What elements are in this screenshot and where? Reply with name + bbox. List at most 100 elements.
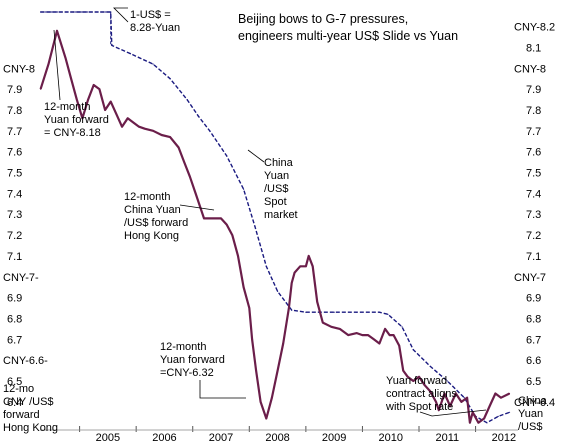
series-point-spot — [412, 349, 414, 351]
annotation-leader — [53, 29, 61, 101]
series-point-forward — [407, 376, 409, 378]
series-point-forward — [455, 392, 457, 395]
series-point-spot — [486, 422, 488, 424]
series-point-forward — [282, 342, 284, 345]
series-point-forward — [93, 84, 95, 86]
series-line-forward — [39, 29, 510, 424]
series-point-forward — [98, 88, 100, 90]
series-point-forward — [299, 265, 301, 267]
series-point-forward — [81, 117, 83, 119]
annotation-line: Hong Kong — [124, 230, 179, 242]
right-y-tick-label: 7.8 — [526, 105, 541, 117]
series-point-spot — [356, 311, 358, 313]
series-point-forward — [443, 392, 446, 395]
series-point-forward — [251, 338, 253, 340]
series-point-spot — [387, 313, 389, 315]
series-point-forward — [271, 397, 273, 399]
left-y-tick-label: 7.5 — [7, 168, 22, 180]
series-point-forward — [138, 126, 140, 128]
series-point-forward — [378, 342, 380, 345]
series-point-forward — [195, 192, 197, 194]
series-point-forward — [203, 217, 205, 219]
right-y-special-label: CNY-8.2 — [514, 22, 555, 34]
right-y-tick-label: 7.9 — [526, 84, 541, 96]
right-y-tick-label: 6.9 — [526, 293, 541, 305]
right-y-tick-label: 6.6 — [526, 355, 541, 367]
annotation-leader — [113, 7, 129, 23]
x-tick-label: 2009 — [322, 432, 346, 444]
annotation-line: market — [264, 209, 298, 221]
series-layer — [39, 11, 511, 424]
left-y-tick-label: 7.6 — [7, 147, 22, 159]
left-y-tick-label: 6.8 — [7, 313, 22, 325]
series-point-forward — [424, 384, 426, 386]
left-y-tick-label: 7.1 — [7, 251, 22, 263]
series-point-forward — [367, 334, 369, 336]
x-tick-label: 2006 — [152, 432, 176, 444]
series-point-forward — [398, 345, 400, 347]
series-point-forward — [144, 128, 146, 130]
annotation-line: /US$ — [518, 421, 542, 433]
x-tick-label: 2007 — [209, 432, 233, 444]
right-y-tick-label: 7.7 — [526, 126, 541, 138]
left-y-special-label: CNY-6.6- — [3, 355, 48, 367]
left-y-tick-label: 6.7 — [7, 334, 22, 346]
left-y-tick-label: 6.4 — [7, 397, 22, 409]
annotation-line: contract aligns — [386, 388, 457, 400]
annotation-line: China — [264, 157, 294, 169]
x-tick-label: 2008 — [265, 432, 289, 444]
series-point-forward — [449, 405, 451, 407]
annotation-line: Yuan forward — [160, 354, 225, 366]
series-point-spot — [446, 380, 448, 382]
series-point-forward — [220, 217, 222, 219]
series-point-forward — [76, 99, 78, 101]
series-point-forward — [494, 392, 496, 395]
x-tick-label: 2011 — [435, 432, 459, 444]
series-point-forward — [472, 411, 474, 413]
series-point-forward — [288, 307, 290, 309]
chart-title: Beijing bows to G-7 pressures, engineers… — [238, 12, 458, 43]
series-point-spot — [152, 63, 154, 65]
annotation-line: /US$ forward — [124, 217, 188, 229]
annotation-line: 8.28-Yuan — [130, 22, 180, 34]
chart-title-line-1: Beijing bows to G-7 pressures, — [238, 12, 408, 26]
left-y-tick-label: 7.9 — [7, 84, 22, 96]
series-point-forward — [294, 272, 296, 274]
series-point-spot — [508, 411, 511, 413]
series-point-forward — [389, 334, 391, 336]
series-point-forward — [330, 326, 332, 328]
annotation-leader — [419, 409, 487, 417]
axis-labels: 2005 2006 2007 2008 2009 2010 2011 2012 7.9 7.8 7.… — [3, 22, 555, 444]
annotation-line: = CNY-8.18 — [44, 127, 101, 139]
left-y-tick-label: 7.3 — [7, 209, 22, 221]
series-point-forward — [255, 370, 257, 372]
series-point-spot — [40, 11, 42, 13]
series-point-forward — [237, 255, 239, 257]
annotation-line: =CNY-6.32 — [160, 367, 214, 379]
series-point-spot — [277, 290, 279, 292]
series-point-spot — [429, 365, 431, 367]
series-point-spot — [226, 155, 228, 157]
left-y-tick-label: 7.2 — [7, 230, 22, 242]
annotation-line: China — [518, 395, 548, 407]
series-point-forward — [483, 417, 485, 420]
series-point-forward — [412, 380, 414, 382]
series-point-spot — [243, 188, 245, 190]
annotation-leader — [179, 204, 215, 211]
series-point-forward — [277, 370, 279, 372]
series-point-spot — [378, 311, 380, 313]
annotation-line: 12-month — [44, 101, 90, 113]
series-point-spot — [463, 397, 465, 399]
series-point-forward — [305, 265, 307, 267]
series-point-spot — [111, 44, 113, 47]
series-point-forward — [361, 334, 363, 336]
series-point-spot — [333, 311, 335, 313]
annotation-line: Yuan — [518, 408, 543, 420]
series-point-forward — [121, 126, 123, 128]
series-point-forward — [316, 301, 318, 303]
right-y-special-label: CNY-6.4 — [514, 397, 555, 409]
series-point-spot — [401, 326, 403, 328]
series-point-forward — [356, 332, 358, 334]
